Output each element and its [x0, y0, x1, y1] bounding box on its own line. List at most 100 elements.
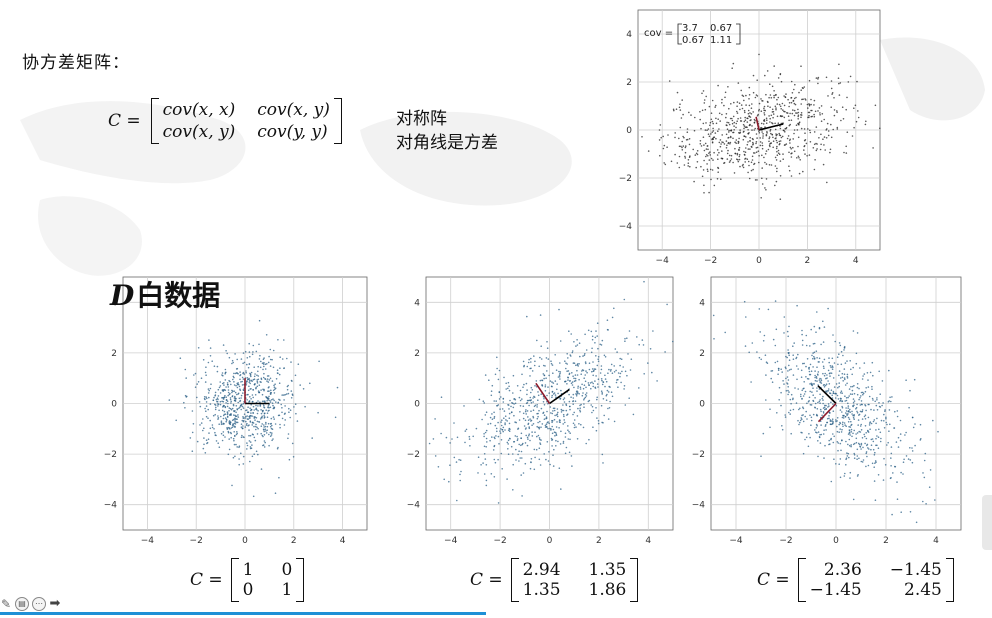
scatter-point [580, 423, 582, 426]
scatter-point [717, 158, 719, 160]
scatter-point [582, 426, 585, 429]
scatter-point [861, 461, 864, 463]
scatter-point [792, 109, 794, 111]
scatter-point [597, 422, 600, 425]
scatter-points [428, 280, 674, 504]
scatter-point [765, 178, 768, 180]
scatter-point [830, 438, 832, 441]
scatter-point [813, 113, 815, 116]
scatter-point [263, 424, 265, 426]
scatter-point [230, 402, 232, 404]
scatter-point [207, 361, 210, 364]
scatter-point [261, 423, 263, 425]
scatter-point [856, 383, 859, 385]
scatter-point [804, 132, 806, 134]
scatter-point [809, 131, 812, 134]
scatter-point [803, 128, 806, 130]
slides-icon[interactable]: ▤ [15, 597, 29, 611]
scatter-point [204, 398, 206, 401]
scatter-point [848, 388, 851, 390]
scatter-point [762, 123, 765, 125]
scatter-point [519, 411, 521, 413]
scatter-point [875, 437, 877, 440]
scatter-point [484, 431, 487, 434]
scatter-point [262, 363, 265, 365]
scatter-point [796, 378, 798, 381]
scatter-point [558, 376, 561, 378]
scatter-point [830, 389, 833, 391]
scatter-point [230, 400, 232, 403]
scatter-point [702, 136, 705, 138]
scatter-point [597, 358, 599, 360]
scatter-point [803, 149, 805, 151]
scatter-point [533, 355, 535, 357]
scatter-point [872, 420, 875, 423]
side-panel-handle[interactable] [982, 495, 992, 550]
scatter-point [844, 362, 847, 364]
scatter-point [617, 378, 619, 381]
scatter-point [784, 110, 786, 113]
scatter-point [592, 361, 594, 363]
scatter-point [236, 446, 238, 448]
scatter-point [907, 458, 910, 460]
scatter-point [707, 170, 709, 172]
scatter-point [860, 442, 863, 445]
scatter-point [209, 355, 212, 357]
scatter-point [838, 94, 841, 96]
scatter-point [582, 355, 584, 357]
scatter-point [863, 362, 866, 364]
scatter-point [215, 434, 217, 437]
scatter-point [845, 458, 847, 461]
scatter-point [595, 407, 597, 409]
scatter-point [847, 443, 849, 446]
scatter-point [209, 347, 212, 349]
scatter-point [584, 361, 587, 363]
left-bracket [230, 558, 239, 602]
pen-icon[interactable]: ✎ [0, 597, 12, 611]
scatter-point [840, 363, 843, 366]
scatter-point [829, 375, 831, 377]
scatter-point [827, 95, 829, 97]
scatter-point [225, 398, 228, 401]
scatter-point [505, 419, 507, 421]
scatter-point [521, 373, 523, 376]
scatter-point [800, 393, 802, 396]
scatter-point [539, 420, 541, 423]
scatter-point [809, 129, 811, 132]
scatter-point [764, 126, 766, 128]
scatter-point [266, 429, 268, 431]
scatter-point [247, 378, 249, 381]
scatter-point [217, 405, 219, 407]
scatter-point [775, 133, 777, 135]
scatter-point [524, 442, 527, 444]
scatter-point [709, 151, 711, 153]
scatter-point [291, 442, 294, 445]
scatter-point [934, 499, 936, 501]
scatter-point [897, 436, 900, 439]
scatter-point [800, 112, 803, 114]
scatter-point [516, 385, 519, 387]
scatter-point [701, 109, 704, 112]
more-icon[interactable]: ⋯ [32, 597, 46, 611]
scatter-point [252, 495, 255, 498]
scatter-point [793, 150, 796, 153]
scatter-point [777, 122, 780, 124]
next-arrow-icon[interactable]: ➡ [49, 596, 61, 611]
scatter-point [770, 370, 772, 372]
scatter-point [899, 419, 902, 422]
scatter-point [808, 154, 811, 156]
scatter-point [841, 392, 843, 394]
scatter-point [865, 465, 867, 468]
scatter-point [751, 129, 753, 131]
scatter-point [251, 424, 253, 426]
scatter-point [643, 280, 645, 283]
scatter-point [806, 402, 808, 405]
scatter-point [788, 139, 791, 142]
scatter-point [615, 381, 618, 384]
scatter-point [260, 432, 262, 435]
scatter-point [232, 437, 235, 440]
scatter-point [260, 360, 262, 363]
scatter-point [234, 425, 236, 428]
scatter-point [280, 403, 282, 406]
